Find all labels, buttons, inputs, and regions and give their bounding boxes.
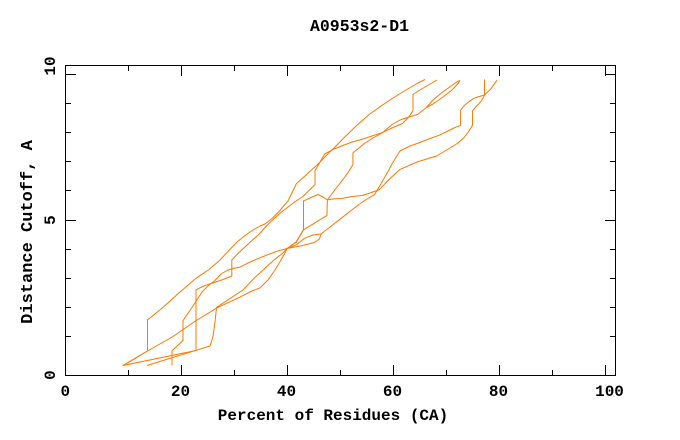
svg-text:0: 0	[60, 383, 70, 401]
svg-text:5: 5	[42, 215, 60, 225]
svg-text:Distance Cutoff, A: Distance Cutoff, A	[19, 139, 38, 323]
svg-text:0: 0	[42, 370, 60, 380]
svg-text:100: 100	[595, 383, 624, 401]
svg-text:40: 40	[277, 383, 296, 401]
svg-text:10: 10	[42, 56, 60, 75]
svg-text:Percent of Residues (CA): Percent of Residues (CA)	[218, 407, 448, 425]
svg-text:80: 80	[489, 383, 508, 401]
svg-text:A0953s2-D1: A0953s2-D1	[310, 17, 409, 36]
svg-text:20: 20	[171, 383, 190, 401]
svg-text:60: 60	[383, 383, 402, 401]
